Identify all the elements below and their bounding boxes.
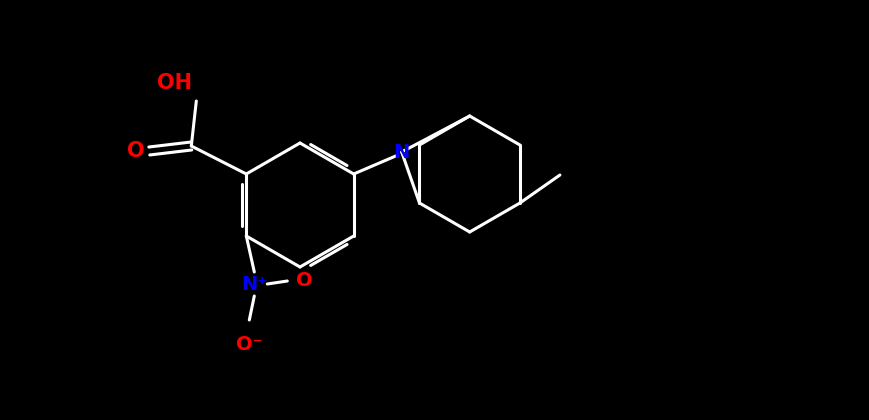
Text: O⁻: O⁻ xyxy=(235,334,262,354)
Text: O: O xyxy=(128,141,145,161)
Text: OH: OH xyxy=(156,73,192,93)
Text: N: N xyxy=(394,142,410,162)
Text: N⁺: N⁺ xyxy=(241,275,268,294)
Text: O: O xyxy=(296,271,313,291)
